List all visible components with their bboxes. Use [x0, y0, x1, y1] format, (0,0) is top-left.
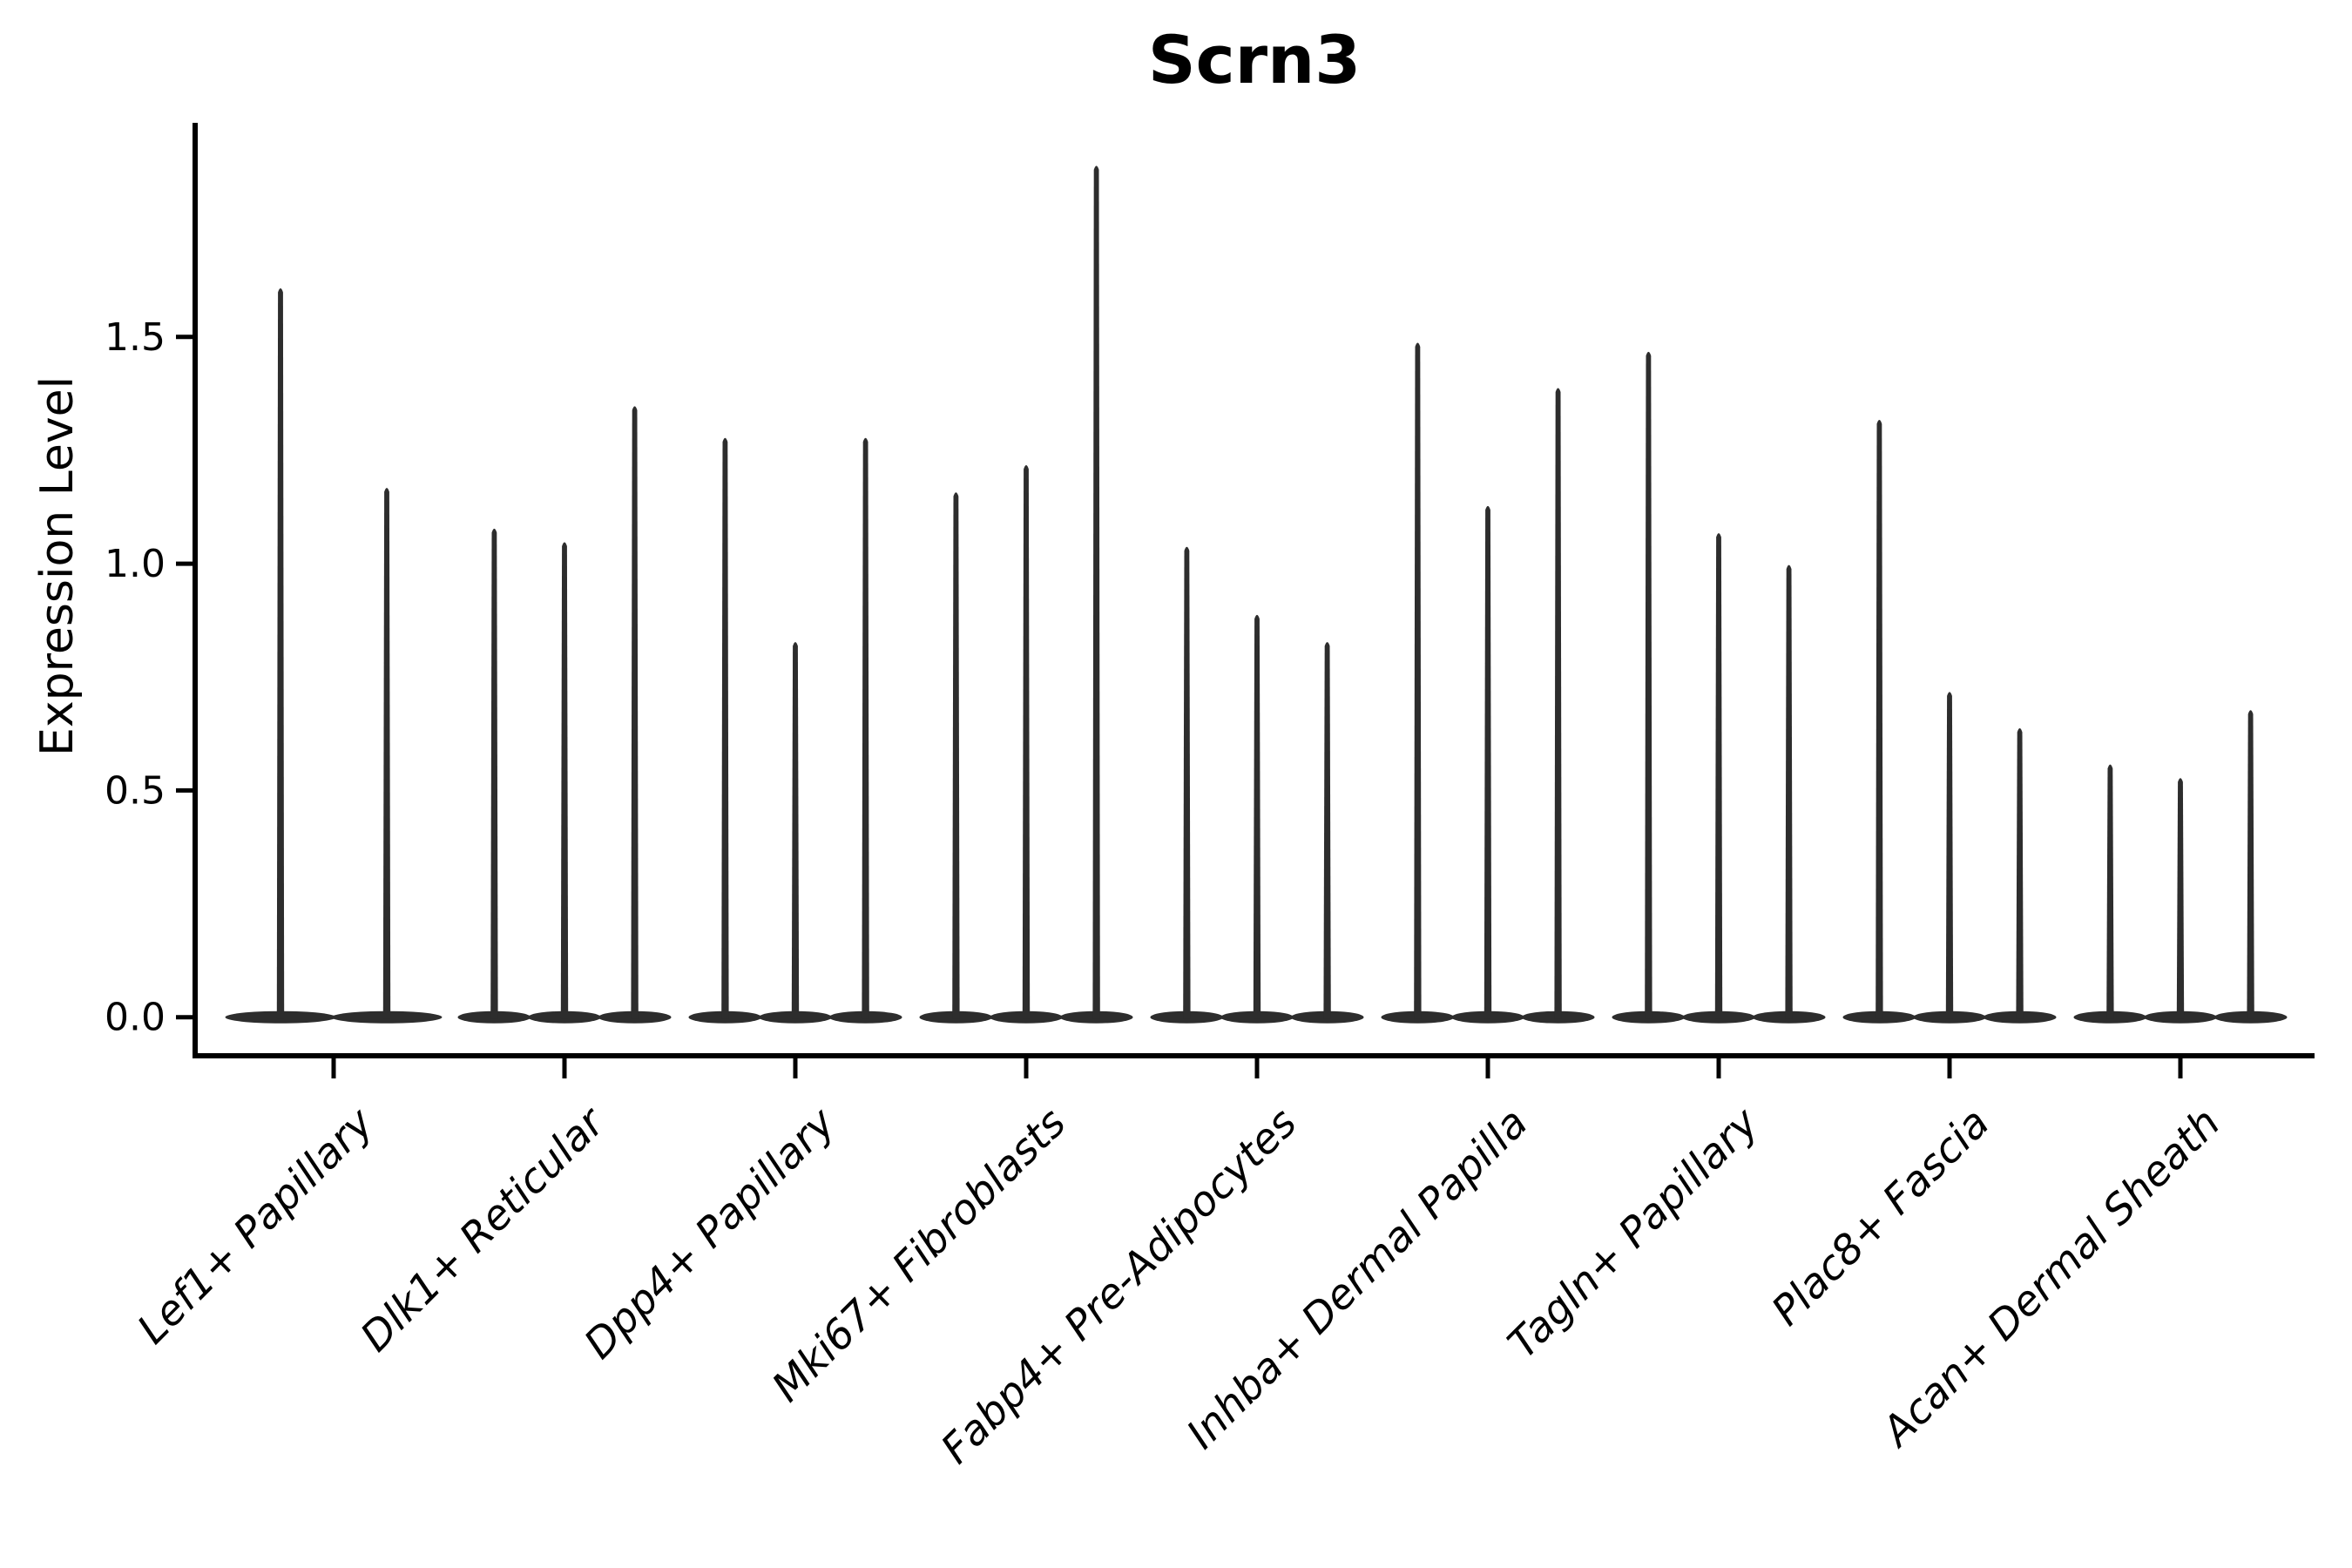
violin-spike [631, 406, 639, 1019]
violin-spike [952, 492, 960, 1019]
violin-spike [560, 542, 569, 1019]
y-tick-label: 1.0 [105, 542, 166, 586]
violin-spike [1092, 166, 1100, 1019]
violin-spike [1323, 642, 1331, 1019]
violin-spike [1714, 533, 1723, 1019]
y-tick-label: 0.5 [105, 768, 166, 813]
violin-spike [1645, 351, 1652, 1019]
violin-spike [721, 437, 729, 1019]
violin-spike [1785, 564, 1793, 1019]
violin-spike [1945, 692, 1954, 1019]
violin-spike [276, 287, 285, 1019]
violin-spike [1876, 419, 1883, 1019]
x-tick-label: Tagln+ Papillary [1499, 1098, 1769, 1369]
y-tick-label: 0.0 [105, 996, 166, 1040]
x-tick-label: Lef1+ Papillary [128, 1098, 383, 1354]
violin-spike [2176, 778, 2185, 1019]
x-tick-label: Dlk1+ Reticular [352, 1098, 616, 1362]
violin-spike [1484, 505, 1492, 1019]
x-tick-label: Dpp4+ Papillary [575, 1098, 845, 1369]
violin-spike [2247, 710, 2254, 1019]
violin-spike [1183, 546, 1191, 1019]
y-axis-title: Expression Level [31, 375, 84, 757]
x-tick-label: Plac8+ Fascia [1762, 1099, 1998, 1335]
violin-spike [1554, 388, 1562, 1019]
violin-spike [2106, 764, 2114, 1019]
violin-spike [1414, 342, 1422, 1019]
violin-spike [1022, 465, 1031, 1019]
violin-spike [862, 437, 869, 1019]
violin-spike [382, 488, 391, 1019]
chart-title: Scrn3 [1147, 21, 1362, 98]
violin-spike [2016, 728, 2024, 1019]
violin-spike [1253, 614, 1261, 1019]
violin-spike [490, 528, 498, 1019]
violin-spike [791, 642, 800, 1019]
y-tick-label: 1.5 [105, 315, 166, 360]
